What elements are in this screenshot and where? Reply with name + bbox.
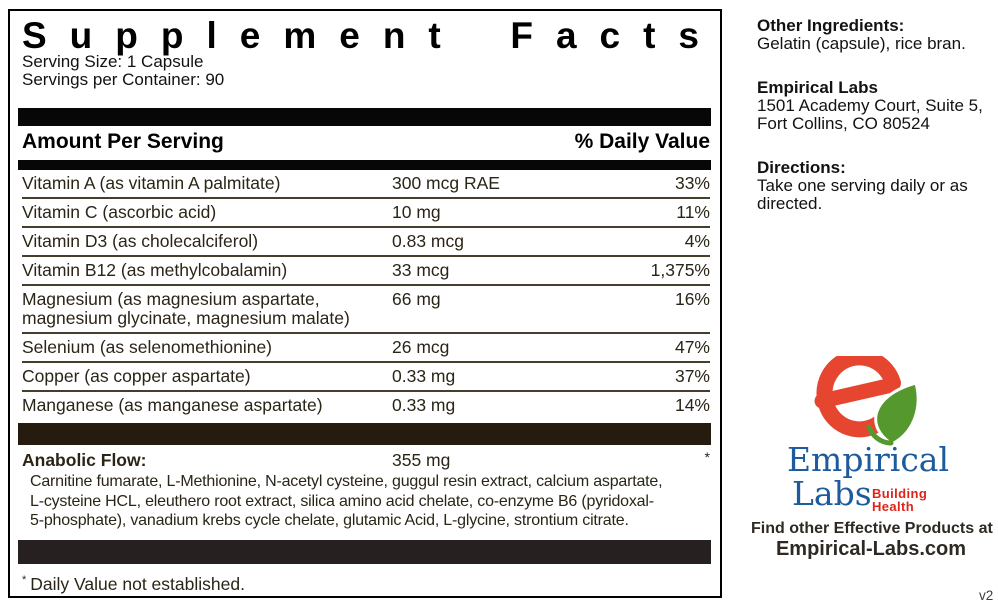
nutrient-daily-value: 37% [674, 366, 710, 386]
table-row: Vitamin B12 (as methylcobalamin) 33 mcg … [22, 257, 710, 286]
footnote-asterisk: * [22, 574, 27, 586]
table-row: Vitamin D3 (as cholecalciferol) 0.83 mcg… [22, 228, 710, 257]
company-address-line1: 1501 Academy Court, Suite 5, [757, 96, 983, 115]
blend-ingredients-line: Carnitine fumarate, L-Methionine, N-acet… [30, 473, 663, 490]
nutrient-table: Vitamin A (as vitamin A palmitate) 300 m… [22, 170, 710, 419]
nutrient-daily-value: 47% [674, 337, 710, 357]
nutrient-daily-value: 11% [676, 202, 710, 222]
nutrient-amount: 0.33 mg [392, 366, 456, 386]
nutrient-amount: 300 mcg RAE [392, 173, 500, 193]
nutrient-name: Copper (as copper aspartate) [22, 366, 251, 386]
nutrient-amount: 66 mg [392, 289, 441, 309]
divider-bar-thick-top [18, 108, 711, 126]
nutrient-daily-value: 4% [684, 231, 710, 251]
directions-text: Take one serving daily or as directed. [757, 176, 968, 213]
nutrient-name: Vitamin A (as vitamin A palmitate) [22, 173, 281, 193]
table-row: Selenium (as selenomethionine) 26 mcg 47… [22, 334, 710, 363]
serving-size: Serving Size: 1 Capsule [22, 52, 204, 71]
other-ingredients-text: Gelatin (capsule), rice bran. [757, 34, 966, 53]
supplement-facts-panel: Supplement Facts Serving Size: 1 Capsule… [8, 9, 722, 598]
blend-daily-value-asterisk: * [704, 449, 710, 465]
logo-wordmark-empirical: Empirical [786, 440, 950, 479]
promo-text: Find other Effective Products at [751, 520, 993, 537]
version-label: v2 [979, 588, 994, 603]
table-row: Vitamin A (as vitamin A palmitate) 300 m… [22, 170, 710, 199]
divider-bar-bottom [18, 540, 711, 564]
nutrient-amount: 0.33 mg [392, 395, 456, 415]
table-row: Manganese (as manganese aspartate) 0.33 … [22, 392, 710, 419]
logo-wordmark-labs: Labs [792, 474, 872, 513]
nutrient-daily-value: 16% [674, 289, 710, 309]
blend-ingredients: Carnitine fumarate, L-Methionine, N-acet… [30, 472, 712, 531]
nutrient-daily-value: 33% [674, 173, 710, 193]
column-header-amount: Amount Per Serving [22, 130, 224, 153]
nutrient-name: Vitamin C (ascorbic acid) [22, 202, 217, 222]
logo-tagline-line1: Building [872, 486, 928, 501]
nutrient-amount: 0.83 mcg [392, 231, 464, 251]
blend-ingredients-line: 5-phosphate), vanadium krebs cycle chela… [30, 512, 629, 529]
blend-amount: 355 mg [392, 450, 451, 470]
company-address-line2: Fort Collins, CO 80524 [757, 114, 930, 133]
table-row: Copper (as copper aspartate) 0.33 mg 37% [22, 363, 710, 392]
blend-row: Anabolic Flow: 355 mg * [22, 449, 710, 470]
nutrient-name: Magnesium (as magnesium aspartate, [22, 289, 320, 309]
nutrient-name: Vitamin D3 (as cholecalciferol) [22, 231, 259, 251]
nutrient-name: Selenium (as selenomethionine) [22, 337, 272, 357]
column-header-row: Amount Per Serving % Daily Value [22, 130, 710, 154]
empirical-labs-logo-e-icon [810, 349, 906, 442]
blend-ingredients-line: L-cysteine HCL, eleuthero root extract, … [30, 492, 654, 510]
nutrient-amount: 33 mcg [392, 260, 450, 280]
divider-bar-blend [18, 423, 711, 445]
logo-tagline-line2: Health [872, 499, 915, 514]
promo-website: Empirical-Labs.com [775, 538, 967, 560]
column-header-daily-value: % Daily Value [574, 130, 710, 153]
info-sidebar: Other Ingredients: Gelatin (capsule), ri… [757, 17, 997, 213]
panel-title: Supplement Facts [22, 13, 706, 59]
leaf-icon [862, 380, 926, 448]
table-row: Magnesium (as magnesium aspartate, magne… [22, 286, 710, 334]
blend-name: Anabolic Flow: [22, 450, 147, 470]
table-row: Vitamin C (ascorbic acid) 10 mg 11% [22, 199, 710, 228]
nutrient-name-line2: magnesium glycinate, magnesium malate) [22, 308, 350, 328]
footnote: * Daily Value not established. [22, 571, 245, 594]
footnote-text: Daily Value not established. [30, 573, 245, 594]
nutrient-daily-value: 1,375% [650, 260, 710, 280]
panel-title-word2: Facts [510, 15, 722, 56]
company-name: Empirical Labs [757, 78, 878, 97]
panel-title-word1: Supplement [22, 15, 464, 56]
other-ingredients-label: Other Ingredients: [757, 16, 905, 35]
nutrient-daily-value: 14% [674, 395, 710, 415]
nutrient-name: Vitamin B12 (as methylcobalamin) [22, 260, 288, 280]
nutrient-amount: 26 mcg [392, 337, 450, 357]
nutrient-amount: 10 mg [392, 202, 441, 222]
logo-tagline: Building Health [872, 487, 927, 513]
servings-per-container: Servings per Container: 90 [22, 70, 225, 89]
nutrient-name: Manganese (as manganese aspartate) [22, 395, 323, 415]
directions-label: Directions: [757, 158, 846, 177]
divider-bar-thin [18, 160, 711, 170]
